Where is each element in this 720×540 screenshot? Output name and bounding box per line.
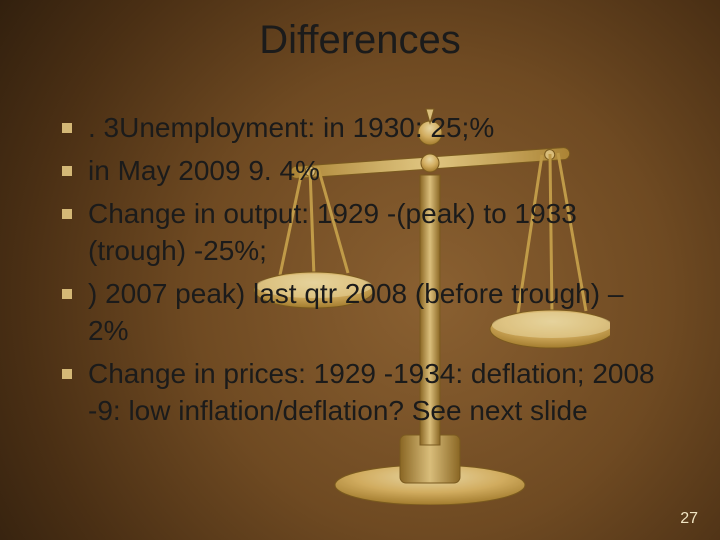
list-item: Change in output: 1929 -(peak) to 1933 (… [60,196,670,270]
bullet-text: . 3Unemployment: in 1930: 25;% [88,112,494,143]
list-item: . 3Unemployment: in 1930: 25;% [60,110,670,147]
list-item: in May 2009 9. 4% [60,153,670,190]
bullet-text: Change in prices: 1929 -1934: deflation;… [88,358,655,426]
bullet-icon [62,369,72,379]
list-item: ) 2007 peak) last qtr 2008 (before troug… [60,276,670,350]
page-number: 27 [680,510,698,528]
slide-title: Differences [0,18,720,63]
bullet-list: . 3Unemployment: in 1930: 25;% in May 20… [60,110,670,436]
list-item: Change in prices: 1929 -1934: deflation;… [60,356,670,430]
bullet-icon [62,289,72,299]
bullet-icon [62,123,72,133]
slide: Differences . 3Unemployment: in 1930: 25… [0,0,720,540]
bullet-icon [62,209,72,219]
bullet-icon [62,166,72,176]
bullet-text: in May 2009 9. 4% [88,155,320,186]
bullet-text: ) 2007 peak) last qtr 2008 (before troug… [88,278,623,346]
bullet-text: Change in output: 1929 -(peak) to 1933 (… [88,198,577,266]
